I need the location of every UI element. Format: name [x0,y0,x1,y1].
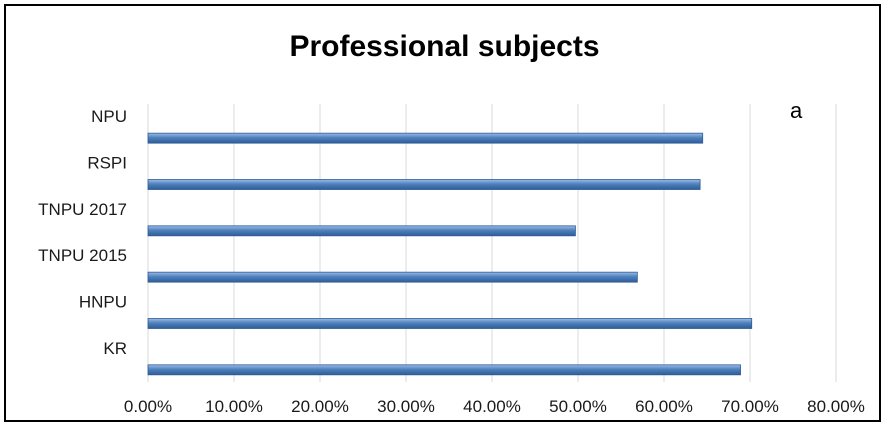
category-label: TNPU 2015 [38,246,127,265]
bars [147,132,753,376]
category-label: HNPU [79,293,127,312]
panel-annotation: a [790,98,803,123]
bar [147,364,741,376]
bar [147,132,704,144]
gridlines [147,104,837,382]
category-label: KR [103,339,127,358]
x-tick-label: 0.00% [124,397,172,416]
x-tick-label: 50.00% [549,397,607,416]
bar [147,271,638,283]
chart-frame [4,4,881,422]
x-tick-label: 30.00% [377,397,435,416]
x-tick-label: 80.00% [807,397,865,416]
bar [147,225,576,237]
category-label: RSPI [87,154,127,173]
category-labels: NPU RSPI TNPU 2017 TNPU 2015 HNPU KR [38,107,127,358]
bar [147,318,753,329]
bar [147,179,701,190]
category-label: NPU [91,107,127,126]
x-tick-label: 20.00% [291,397,349,416]
category-label: TNPU 2017 [38,200,127,219]
chart-title: Professional subjects [289,30,600,63]
x-axis-tick-labels: 0.00% 10.00% 20.00% 30.00% 40.00% 50.00% 60.00… [124,397,865,416]
x-tick-label: 40.00% [463,397,521,416]
x-tick-label: 10.00% [205,397,263,416]
x-tick-label: 70.00% [721,397,779,416]
x-tick-label: 60.00% [635,397,693,416]
